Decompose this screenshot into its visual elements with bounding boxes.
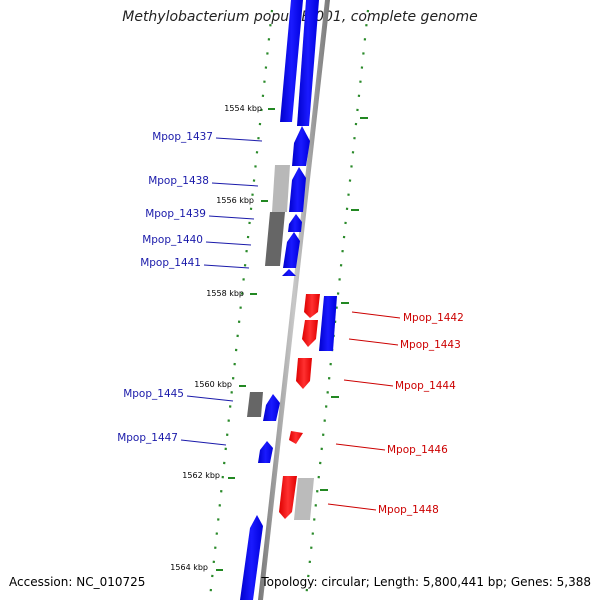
tick-label-1556: 1556 kbp [216, 196, 254, 205]
label-mpop-1444: Mpop_1444 [395, 380, 456, 392]
reverse-strand-genes [279, 294, 320, 519]
gene-mpop-1442 [304, 294, 320, 318]
tick-label-1562: 1562 kbp [182, 471, 220, 480]
accession-text: Accession: NC_010725 [9, 575, 146, 589]
label-leader-lines [180, 137, 401, 511]
gene-mpop-1440 [283, 232, 300, 268]
gene-block-top-1 [280, 0, 303, 122]
label-mpop-1448: Mpop_1448 [378, 504, 439, 516]
gene-mpop-1445-forward [263, 394, 280, 421]
tick-label-1558: 1558 kbp [206, 289, 244, 298]
label-mpop-1438: Mpop_1438 [148, 175, 209, 187]
topology-text: Topology: circular; Length: 5,800,441 bp… [261, 575, 591, 589]
tick-label-1554: 1554 kbp [224, 104, 262, 113]
gene-gray-1448 [294, 478, 314, 520]
gene-gray-1445 [247, 392, 263, 417]
gene-mpop-1438 [289, 167, 306, 212]
gene-mpop-1446 [289, 431, 303, 444]
forward-strand-genes [240, 0, 337, 600]
gene-block-top-2 [297, 0, 319, 126]
gene-gray-1438 [272, 165, 290, 212]
gene-mpop-1443 [302, 320, 318, 347]
gene-mpop-1444 [296, 358, 312, 389]
label-mpop-1442: Mpop_1442 [403, 312, 464, 324]
gene-mpop-1441 [282, 269, 296, 276]
gene-block-bottom [240, 515, 263, 600]
tick-marks [216, 108, 368, 571]
label-mpop-1445: Mpop_1445 [123, 388, 184, 400]
other-genes [247, 165, 314, 520]
gene-mpop-1447 [258, 441, 273, 463]
label-mpop-1441: Mpop_1441 [140, 257, 201, 269]
genome-backbone [258, 0, 330, 600]
tick-label-1564: 1564 kbp [170, 563, 208, 572]
label-mpop-1440: Mpop_1440 [142, 234, 203, 246]
label-mpop-1439: Mpop_1439 [145, 208, 206, 220]
gene-mpop-1439 [288, 214, 302, 232]
label-mpop-1447: Mpop_1447 [117, 432, 178, 444]
gene-mpop-1448 [279, 476, 297, 519]
label-mpop-1437: Mpop_1437 [152, 131, 213, 143]
label-mpop-1446: Mpop_1446 [387, 444, 448, 456]
tick-label-1560: 1560 kbp [194, 380, 232, 389]
gene-mpop-1443-forward [319, 296, 337, 351]
gene-mpop-1437 [292, 126, 310, 166]
gene-gray-1440 [265, 212, 285, 266]
label-mpop-1443: Mpop_1443 [400, 339, 461, 351]
